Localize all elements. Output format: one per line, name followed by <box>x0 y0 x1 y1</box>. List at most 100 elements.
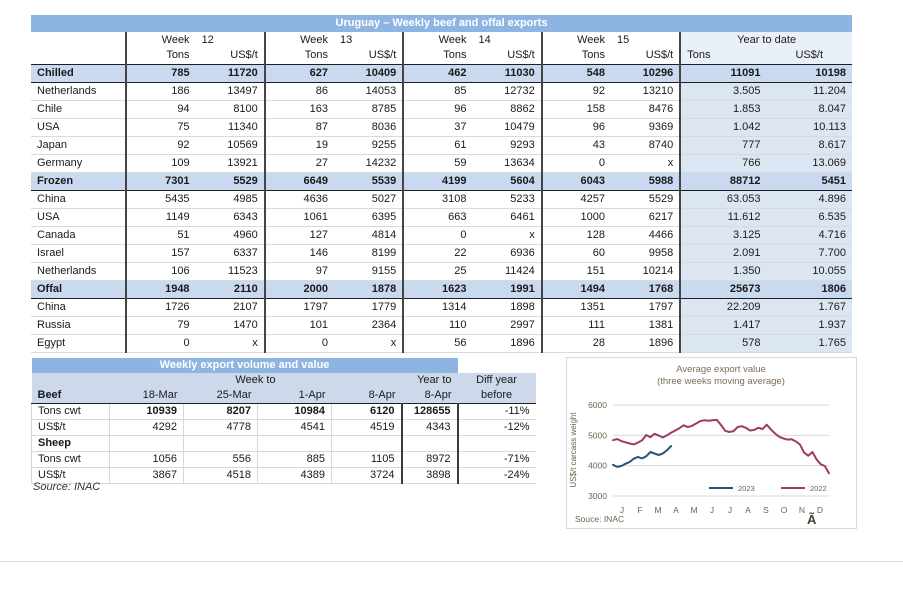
section-row-offal: Offal 1948 2110 2000 1878 1623 1991 1494 1768 256… <box>31 279 852 299</box>
value-cell: 10569 <box>195 136 265 155</box>
x-month-label: J <box>710 505 714 515</box>
value-cell: 10.055 <box>766 262 852 281</box>
value-cell: 4343 <box>400 419 459 436</box>
value-cell: 13634 <box>472 154 542 173</box>
value-cell: 2.091 <box>679 244 767 263</box>
row-label: USA <box>31 208 127 227</box>
value-cell: 8.047 <box>766 100 852 119</box>
value-cell: 7.700 <box>766 244 852 263</box>
diff-before-label: before <box>457 388 536 404</box>
value-cell: 51 <box>125 226 196 245</box>
weekly-header-row-2: Beef 18-Mar 25-Mar 1-Apr 8-Apr 8-Apr before <box>31 388 536 404</box>
ytd-tons-header: Tons <box>679 48 767 64</box>
value-cell: 158 <box>540 100 611 119</box>
diff-year-label: Diff year <box>457 373 536 388</box>
table-row-netherlands: Netherlands 186 13497 86 14053 85 12732 92 13210… <box>31 82 852 101</box>
weekly-table-title-spacer <box>458 358 536 373</box>
value-cell: 11720 <box>195 63 265 83</box>
value-cell: 10214 <box>610 262 681 281</box>
weekly-table-title: Weekly export volume and value <box>31 358 458 373</box>
value-cell: 59 <box>402 154 473 173</box>
value-cell: 4985 <box>195 190 265 209</box>
value-cell: 5988 <box>610 171 681 191</box>
value-cell: 1806 <box>766 279 852 299</box>
table-row-us-t: US$/t 3867 4518 4389 3724 3898 -24% <box>31 467 536 484</box>
value-cell: 146 <box>263 244 335 263</box>
row-label: Offal <box>31 279 127 299</box>
value-cell: 1061 <box>263 208 335 227</box>
value-cell: 151 <box>540 262 611 281</box>
value-cell: 12732 <box>472 82 542 101</box>
value-cell: 5529 <box>195 171 265 191</box>
value-cell <box>400 435 459 452</box>
value-cell: 22.209 <box>679 298 767 317</box>
value-cell: 1470 <box>195 316 265 335</box>
value-cell: 548 <box>540 63 611 83</box>
value-cell: 3898 <box>400 467 459 484</box>
value-cell: 63.053 <box>679 190 767 209</box>
value-cell: 14053 <box>334 82 404 101</box>
value-cell: 1896 <box>610 334 681 353</box>
chart-title: Average export value <box>676 364 766 375</box>
value-cell: 43 <box>540 136 611 155</box>
value-cell: 22 <box>402 244 473 263</box>
tons-header: Tons <box>402 48 473 64</box>
value-cell: 25673 <box>679 279 767 299</box>
value-cell: 1.350 <box>679 262 767 281</box>
value-cell: 5604 <box>472 171 542 191</box>
value-cell: 663 <box>402 208 473 227</box>
value-cell: 8862 <box>472 100 542 119</box>
value-cell: 5435 <box>125 190 196 209</box>
value-cell: 1105 <box>331 451 402 468</box>
series-line-2023 <box>612 445 673 468</box>
value-cell: 6936 <box>472 244 542 263</box>
value-cell: 88712 <box>679 171 767 191</box>
year-to-label: Year to <box>401 373 458 388</box>
value-cell: 9293 <box>472 136 542 155</box>
value-cell: x <box>472 226 542 245</box>
value-cell: 1779 <box>334 298 404 317</box>
table-row-usa: USA 1149 6343 1061 6395 663 6461 1000 6217 11.612… <box>31 208 852 227</box>
y-tick-label: 4000 <box>588 461 607 471</box>
value-cell: 8476 <box>610 100 681 119</box>
value-cell: 2110 <box>195 279 265 299</box>
value-cell <box>257 435 332 452</box>
blank-cell <box>31 48 126 64</box>
table-row-usa: USA 75 11340 87 8036 37 10479 96 9369 1.042 10.113 <box>31 118 852 137</box>
value-cell: 6043 <box>540 171 611 191</box>
row-label: Frozen <box>31 171 127 191</box>
y-tick-label: 6000 <box>588 400 607 410</box>
x-month-label: M <box>654 505 661 515</box>
value-cell: 8.617 <box>766 136 852 155</box>
usd-header: US$/t <box>645 49 674 62</box>
value-cell: 9155 <box>334 262 404 281</box>
value-cell: 5529 <box>610 190 681 209</box>
value-cell: 627 <box>263 63 335 83</box>
corner-glyph: Ã <box>807 512 817 527</box>
value-cell: 5027 <box>334 190 404 209</box>
value-cell: 37 <box>402 118 473 137</box>
value-cell: 0 <box>540 154 611 173</box>
row-label: Netherlands <box>31 262 127 281</box>
value-cell: 1878 <box>334 279 404 299</box>
value-cell: -71% <box>457 451 536 468</box>
chart-source: Souce: INAC <box>575 514 624 524</box>
value-cell: 94 <box>125 100 196 119</box>
x-month-label: A <box>745 505 751 515</box>
x-month-label: A <box>673 505 679 515</box>
value-cell: 6461 <box>472 208 542 227</box>
value-cell: 2107 <box>195 298 265 317</box>
row-label: Tons cwt <box>31 451 110 468</box>
value-cell: 1623 <box>402 279 473 299</box>
value-cell: 8972 <box>400 451 459 468</box>
value-cell: 885 <box>257 451 332 468</box>
value-cell: 1768 <box>610 279 681 299</box>
row-label: Canada <box>31 226 127 245</box>
y-tick-label: 3000 <box>588 491 607 501</box>
page-divider <box>0 561 903 562</box>
section-row-sheep: Sheep <box>31 435 536 452</box>
value-cell: 785 <box>125 63 196 83</box>
value-cell: 87 <box>263 118 335 137</box>
row-label: USA <box>31 118 127 137</box>
value-cell: 578 <box>679 334 767 353</box>
